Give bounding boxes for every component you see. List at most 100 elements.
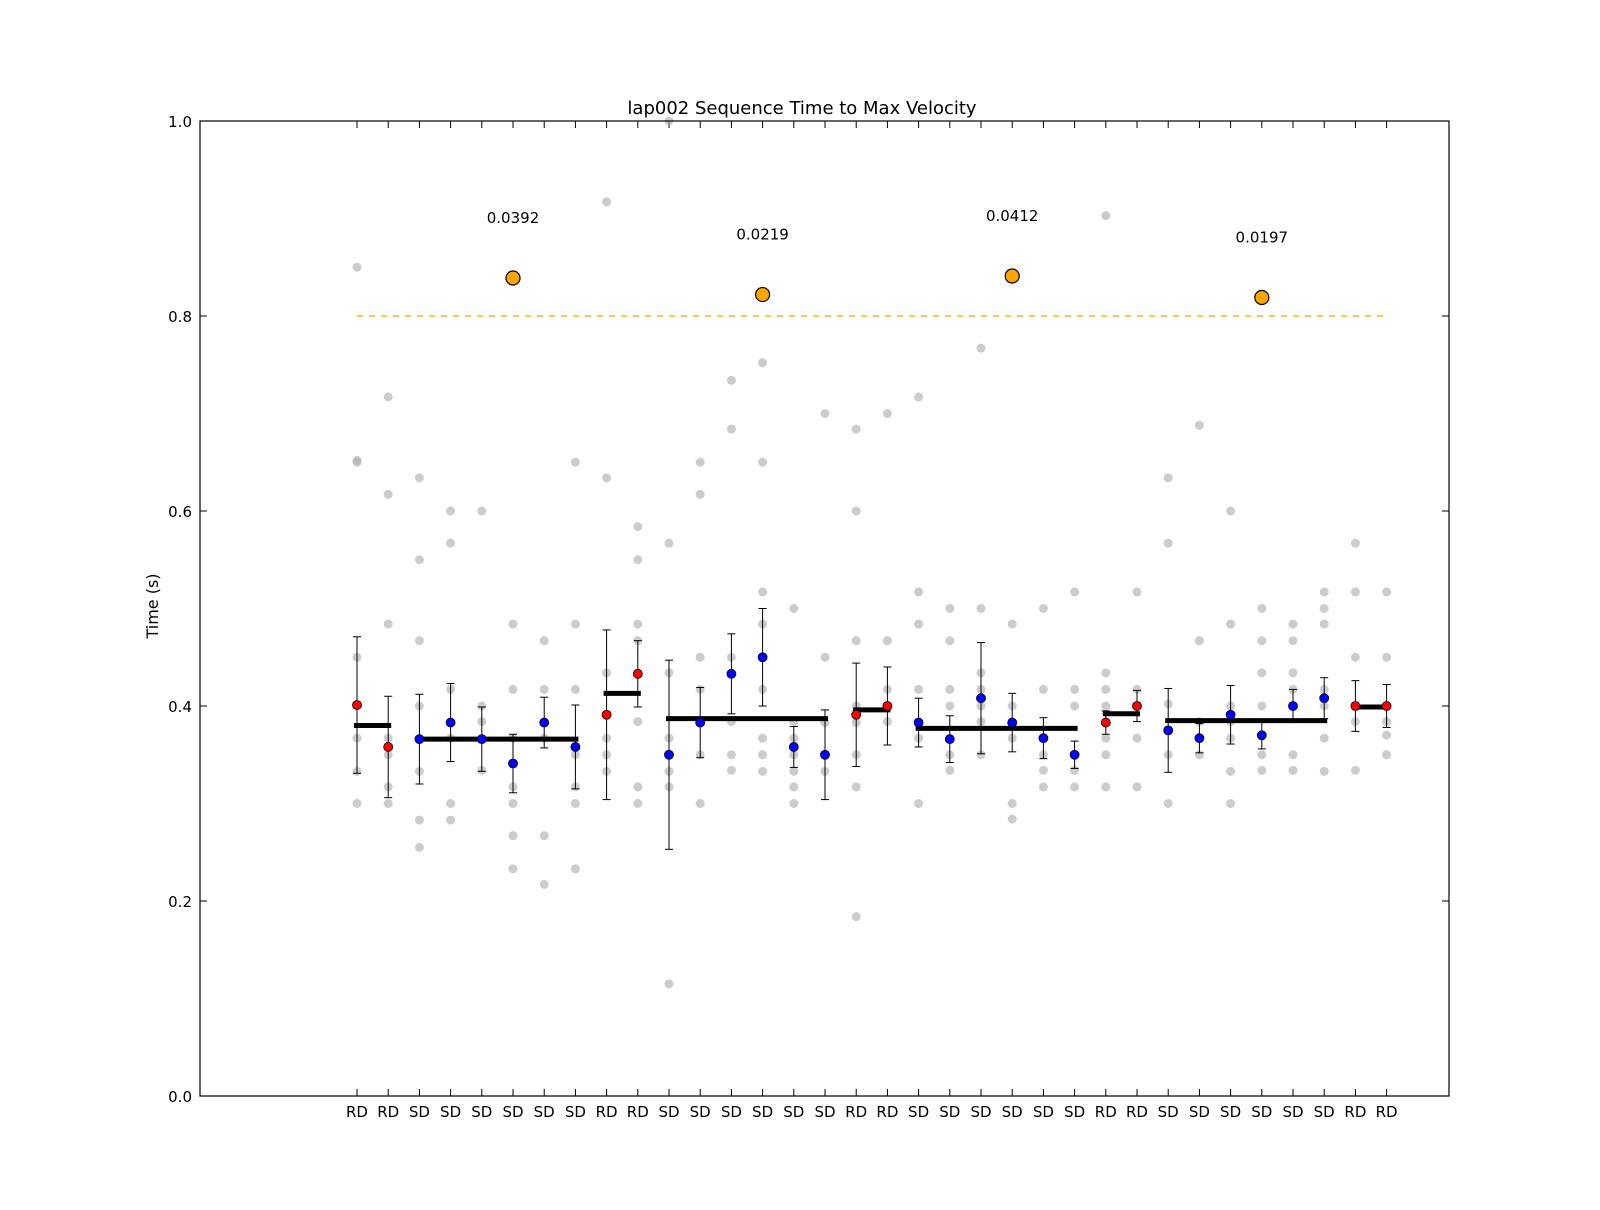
highlight-point (1004, 268, 1020, 284)
raw-point (446, 799, 456, 808)
x-tick-label: RD (627, 1103, 649, 1121)
raw-point (602, 197, 612, 207)
raw-point (914, 684, 924, 694)
raw-point (1226, 619, 1236, 629)
sd-mean-point (476, 734, 487, 745)
x-tick-label: SD (752, 1103, 773, 1121)
raw-point (1226, 799, 1236, 808)
rd-mean-point (1381, 701, 1392, 711)
raw-point (1350, 652, 1360, 662)
sd-mean-point (820, 749, 830, 760)
x-tick-label: SD (1002, 1103, 1023, 1121)
x-tick-label: RD (876, 1103, 898, 1121)
raw-point (695, 652, 705, 662)
sd-mean-point (695, 717, 706, 728)
raw-point (914, 619, 924, 629)
raw-point (976, 604, 986, 613)
raw-point (352, 262, 362, 272)
highlight-label: 0.0392 (487, 209, 540, 227)
raw-point (508, 684, 518, 694)
x-tick-label: SD (970, 1103, 991, 1121)
raw-point (851, 782, 861, 792)
raw-point (1194, 636, 1204, 646)
raw-point (1007, 799, 1017, 808)
raw-point (695, 799, 705, 808)
raw-point (1288, 750, 1298, 760)
raw-point (1007, 814, 1017, 824)
raw-point (664, 538, 674, 548)
raw-point (726, 750, 736, 760)
raw-point (789, 766, 799, 776)
raw-point (789, 782, 799, 792)
x-tick-label: SD (409, 1103, 430, 1121)
raw-point (945, 765, 955, 775)
x-tick-label: SD (721, 1103, 742, 1121)
raw-point (352, 457, 362, 467)
raw-point (758, 587, 768, 597)
raw-point (726, 424, 736, 434)
raw-point (726, 765, 736, 775)
raw-point (1101, 668, 1111, 678)
raw-point (1350, 587, 1360, 597)
rd-mean-point (383, 742, 394, 752)
highlight-point (1254, 289, 1270, 306)
raw-point (508, 619, 518, 629)
raw-point (1163, 473, 1173, 483)
rd-mean-point (1350, 701, 1361, 711)
raw-point (820, 409, 830, 418)
raw-point (758, 733, 768, 743)
sd-mean-point (1007, 717, 1018, 728)
sd-mean-point (570, 742, 581, 752)
raw-point (508, 831, 518, 841)
x-tick-label: RD (845, 1103, 867, 1121)
x-tick-label: SD (1314, 1103, 1335, 1121)
raw-point (789, 604, 799, 613)
highlight-point (754, 286, 771, 303)
raw-point (602, 473, 612, 483)
raw-point (1070, 587, 1080, 597)
x-tick-label: SD (1220, 1103, 1241, 1121)
raw-point (1319, 766, 1329, 776)
raw-point (352, 799, 362, 808)
raw-point (914, 587, 924, 597)
raw-point (1257, 765, 1267, 775)
raw-point (446, 506, 456, 516)
raw-point (1132, 782, 1142, 792)
sd-mean-point (1038, 733, 1049, 744)
sd-mean-point (1256, 730, 1267, 741)
raw-point (1101, 684, 1111, 694)
y-tick-label: 0.0 (168, 1088, 192, 1106)
sd-mean-point (1163, 725, 1174, 736)
raw-point (1257, 750, 1267, 760)
raw-point (508, 799, 518, 808)
raw-point (446, 538, 456, 548)
raw-point (539, 879, 549, 889)
raw-point (383, 489, 393, 499)
x-tick-label: SD (471, 1103, 492, 1121)
raw-point (1070, 782, 1080, 792)
raw-point (1319, 619, 1329, 629)
raw-point (477, 701, 487, 711)
x-tick-label: RD (346, 1103, 368, 1121)
x-tick-label: RD (1126, 1103, 1148, 1121)
sd-mean-point (788, 742, 799, 752)
raw-point (1194, 420, 1204, 430)
sd-mean-point (944, 734, 955, 745)
raw-point (1132, 684, 1142, 694)
raw-point (539, 636, 549, 646)
raw-point (1319, 733, 1329, 743)
raw-point (976, 343, 986, 353)
raw-point (1288, 636, 1298, 646)
raw-point (1163, 799, 1173, 808)
sd-mean-point (445, 717, 456, 728)
raw-point (446, 815, 456, 825)
rd-mean-point (601, 709, 612, 720)
raw-point (1101, 750, 1111, 760)
raw-point (570, 864, 580, 874)
raw-point (1101, 782, 1111, 792)
raw-point (1007, 619, 1017, 629)
sd-mean-point (1225, 709, 1236, 720)
x-tick-label: SD (1189, 1103, 1210, 1121)
raw-point (1070, 701, 1080, 711)
